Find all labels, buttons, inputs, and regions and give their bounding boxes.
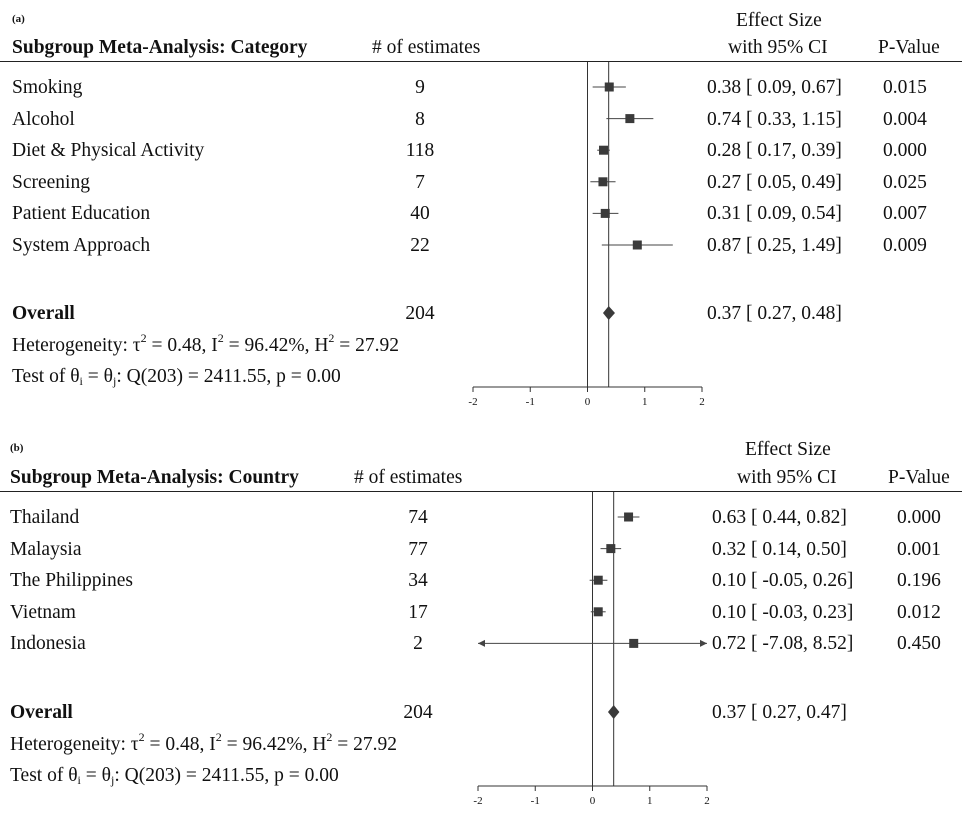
effect-marker	[600, 208, 610, 218]
panel-title: Subgroup Meta-Analysis: Country	[10, 467, 299, 488]
row-ci-text: 0.74 [ 0.33, 1.15]	[707, 108, 842, 130]
row-ci-text: 0.32 [ 0.14, 0.50]	[712, 538, 847, 560]
overall-label: Overall	[10, 702, 73, 723]
panel-label: (b)	[10, 442, 24, 454]
x-tick-label: -1	[531, 795, 540, 807]
overall-ci-text: 0.37 [ 0.27, 0.47]	[712, 702, 847, 723]
row-pvalue: 0.450	[897, 633, 941, 655]
row-pvalue: 0.025	[883, 171, 927, 193]
row-count: 7	[415, 171, 425, 193]
row-count: 2	[413, 633, 423, 655]
x-tick-label: 2	[704, 795, 710, 807]
header-rule	[0, 491, 962, 492]
row-ci-text: 0.38 [ 0.09, 0.67]	[707, 77, 842, 98]
row-pvalue: 0.000	[883, 140, 927, 162]
effect-marker	[606, 544, 616, 554]
row-label: Smoking	[12, 77, 83, 98]
header-rule	[0, 61, 962, 62]
ci-arrow-right	[700, 639, 707, 647]
effect-marker	[629, 638, 639, 648]
row-label: System Approach	[12, 235, 151, 256]
test-text: Test of θi = θj: Q(203) = 2411.55, p = 0…	[10, 765, 339, 787]
ci-arrow-left	[478, 639, 485, 647]
row-ci-text: 0.10 [ -0.05, 0.26]	[712, 570, 854, 592]
forest-plot-a: -2 -1 0 1 2	[468, 62, 705, 408]
row-ci-text: 0.31 [ 0.09, 0.54]	[707, 203, 842, 225]
row-pvalue: 0.007	[883, 203, 927, 225]
x-tick-label: 1	[647, 795, 653, 807]
row-label: Indonesia	[10, 633, 86, 655]
row-count: 22	[410, 235, 430, 256]
row-label: Vietnam	[10, 601, 76, 623]
row-label: Screening	[12, 171, 90, 193]
row-pvalue: 0.009	[883, 235, 927, 256]
pvalue-header: P-Value	[878, 37, 940, 58]
x-tick-label: 0	[585, 396, 591, 408]
row-count: 118	[405, 140, 435, 162]
row-pvalue: 0.001	[897, 538, 941, 560]
effect-header-2: with 95% CI	[737, 467, 837, 488]
effect-header-2: with 95% CI	[728, 37, 828, 58]
effect-marker	[625, 114, 635, 124]
row-ci-text: 0.72 [ -7.08, 8.52]	[712, 633, 854, 655]
effect-header-1: Effect Size	[745, 439, 831, 460]
row-label: Patient Education	[12, 203, 151, 225]
row-label: The Philippines	[10, 570, 133, 592]
row-count: 9	[415, 77, 425, 98]
panel-label: (a)	[12, 13, 25, 25]
x-tick-label: 2	[699, 396, 705, 408]
effect-header-1: Effect Size	[736, 10, 822, 31]
effect-marker	[624, 512, 634, 522]
x-tick-label: 0	[590, 795, 596, 807]
panel-title: Subgroup Meta-Analysis: Category	[12, 37, 308, 58]
row-pvalue: 0.015	[883, 77, 927, 98]
row-count: 17	[408, 601, 428, 623]
overall-label: Overall	[12, 303, 75, 324]
row-count: 77	[408, 538, 428, 560]
row-ci-text: 0.63 [ 0.44, 0.82]	[712, 507, 847, 528]
x-tick-label: -1	[526, 396, 535, 408]
row-ci-text: 0.27 [ 0.05, 0.49]	[707, 171, 842, 193]
row-ci-text: 0.87 [ 0.25, 1.49]	[707, 235, 842, 256]
heterogeneity-text: Heterogeneity: τ2 = 0.48, I2 = 96.42%, H…	[10, 730, 398, 755]
row-ci-text: 0.10 [ -0.03, 0.23]	[712, 601, 854, 623]
row-pvalue: 0.000	[897, 507, 941, 528]
overall-diamond	[602, 306, 615, 320]
heterogeneity-text: Heterogeneity: τ2 = 0.48, I2 = 96.42%, H…	[12, 331, 400, 356]
row-pvalue: 0.012	[897, 601, 941, 623]
effect-marker	[593, 607, 603, 617]
x-tick-label: -2	[468, 396, 477, 408]
row-label: Diet & Physical Activity	[12, 140, 205, 162]
count-header: # of estimates	[354, 467, 463, 488]
count-header: # of estimates	[372, 37, 481, 58]
row-count: 74	[408, 507, 428, 528]
row-count: 40	[410, 203, 430, 225]
row-label: Thailand	[10, 507, 80, 528]
row-count: 34	[408, 570, 428, 592]
pvalue-header: P-Value	[888, 467, 950, 488]
effect-marker	[604, 82, 614, 92]
x-tick-label: 1	[642, 396, 648, 408]
row-count: 8	[415, 108, 425, 130]
effect-marker	[598, 177, 608, 187]
x-tick-label: -2	[473, 795, 482, 807]
row-pvalue: 0.004	[883, 108, 927, 130]
test-text: Test of θi = θj: Q(203) = 2411.55, p = 0…	[12, 366, 341, 388]
overall-count: 204	[403, 702, 433, 723]
row-pvalue: 0.196	[897, 570, 941, 592]
row-label: Malaysia	[10, 538, 82, 560]
effect-marker	[632, 240, 642, 250]
overall-ci-text: 0.37 [ 0.27, 0.48]	[707, 303, 842, 324]
panel-a: (a) Subgroup Meta-Analysis: Category # o…	[0, 10, 962, 408]
effect-marker	[593, 575, 603, 585]
row-label: Alcohol	[12, 108, 75, 130]
overall-diamond	[607, 705, 620, 719]
effect-marker	[599, 145, 609, 155]
row-ci-text: 0.28 [ 0.17, 0.39]	[707, 140, 842, 162]
overall-count: 204	[405, 303, 435, 324]
